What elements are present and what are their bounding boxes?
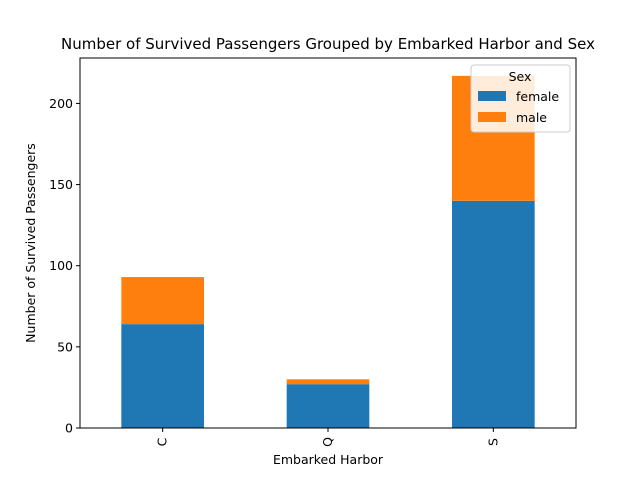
y-tick-label: 200	[49, 96, 73, 111]
y-tick-label: 0	[65, 421, 73, 436]
legend-swatch-male	[478, 112, 506, 122]
y-axis-ticks: 0 50 100 150 200	[49, 96, 80, 436]
legend-label-male: male	[516, 110, 547, 125]
legend: Sex female male	[470, 64, 571, 133]
legend-title: Sex	[509, 69, 532, 84]
x-axis-label: Embarked Harbor	[273, 452, 384, 467]
bar-male-C	[121, 277, 204, 325]
bar-female-Q	[286, 384, 370, 428]
y-tick-label: 50	[57, 339, 73, 354]
y-tick-label: 150	[49, 177, 73, 192]
legend-label-female: female	[516, 89, 559, 104]
bar-female-C	[121, 324, 204, 428]
x-tick-label: C	[155, 437, 170, 446]
bar-male-Q	[286, 379, 370, 385]
y-tick-label: 100	[49, 258, 73, 273]
x-tick-label: Q	[320, 437, 335, 447]
chart-title: Number of Survived Passengers Grouped by…	[61, 35, 595, 53]
legend-swatch-female	[478, 91, 506, 101]
legend-items: female male	[478, 89, 559, 125]
bar-female-S	[452, 200, 535, 428]
y-axis-label: Number of Survived Passengers	[23, 143, 38, 343]
x-tick-label: S	[485, 438, 500, 446]
